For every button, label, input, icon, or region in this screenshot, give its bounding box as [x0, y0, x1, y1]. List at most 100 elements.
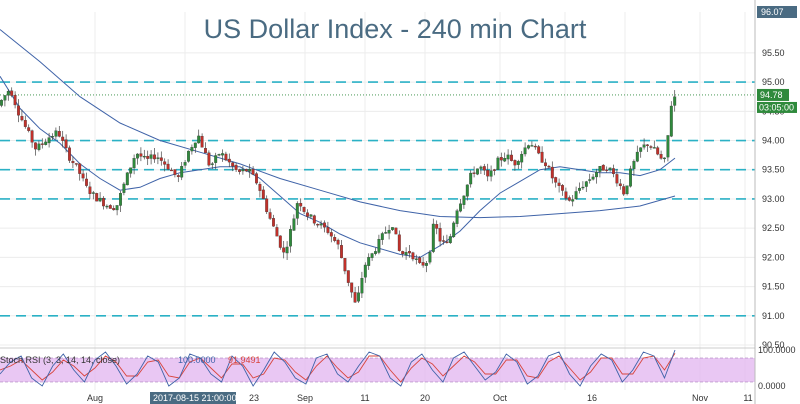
- candle-down: [353, 292, 357, 303]
- candle-down: [30, 130, 34, 143]
- candle-up: [516, 161, 520, 165]
- candle-up: [452, 222, 456, 237]
- candles: [0, 87, 677, 303]
- candle-down: [605, 169, 609, 171]
- candle-down: [238, 169, 241, 172]
- candle-down: [207, 152, 211, 166]
- candle-down: [255, 173, 258, 184]
- y-tick-label: 93.00: [762, 194, 785, 204]
- candle-down: [78, 163, 82, 174]
- candle-up: [598, 166, 602, 172]
- x-tick-label: 20: [420, 393, 430, 403]
- candle-down: [544, 162, 547, 167]
- oscillator-panel: Stoch RSI (3, 3, 14, 14, close) 100.0000 9…: [0, 345, 796, 391]
- candle-down: [442, 240, 445, 242]
- candle-down: [564, 191, 568, 199]
- candle-down: [329, 232, 333, 237]
- x-tick-label: 11: [743, 393, 752, 403]
- candle-up: [125, 172, 129, 186]
- candle-down: [163, 161, 167, 165]
- candle-up: [289, 229, 292, 247]
- candle-up: [404, 252, 408, 256]
- candle-down: [17, 105, 20, 116]
- candle-down: [408, 251, 411, 254]
- candle-down: [557, 182, 561, 186]
- candle-up: [214, 155, 218, 163]
- oscillator-d-value: 91.9491: [228, 355, 261, 365]
- candle-down: [88, 186, 92, 194]
- candle-up: [44, 141, 48, 145]
- candle-down: [231, 162, 235, 167]
- candle-up: [105, 205, 109, 208]
- oscillator-y-tick: 0.0000: [758, 381, 786, 391]
- candle-up: [357, 292, 360, 302]
- candle-up: [574, 191, 578, 200]
- candle-up: [462, 195, 466, 205]
- candle-up: [374, 251, 377, 254]
- candle-up: [584, 181, 588, 187]
- candle-up: [156, 157, 160, 159]
- candle-up: [625, 185, 629, 195]
- candle-up: [6, 91, 10, 96]
- candle-up: [319, 223, 323, 226]
- candle-down: [204, 148, 207, 154]
- candle-down: [312, 215, 316, 224]
- candle-up: [0, 99, 3, 106]
- candle-up: [459, 203, 462, 212]
- candle-down: [401, 251, 405, 255]
- candle-down: [13, 95, 17, 106]
- y-tick-label: 90.50: [762, 340, 785, 350]
- candle-down: [95, 193, 99, 202]
- candle-up: [217, 154, 221, 156]
- candle-up: [119, 193, 122, 206]
- candle-down: [394, 227, 398, 235]
- candle-down: [306, 212, 309, 217]
- axes: 95.5095.0094.5094.0093.5093.0092.5092.00…: [87, 0, 797, 404]
- candle-down: [421, 262, 425, 266]
- candle-down: [554, 177, 558, 183]
- candle-up: [360, 278, 364, 294]
- candle-up: [431, 223, 435, 252]
- candle-down: [550, 166, 554, 179]
- candle-down: [64, 139, 68, 149]
- candle-down: [513, 160, 517, 166]
- candle-up: [571, 199, 575, 202]
- top-price-badge: [757, 6, 797, 18]
- candle-up: [642, 144, 646, 148]
- candle-up: [248, 168, 252, 172]
- candle-down: [261, 189, 265, 199]
- candle-up: [608, 167, 612, 170]
- x-tick-label: Aug: [87, 393, 103, 403]
- candle-down: [411, 252, 415, 260]
- candle-up: [414, 258, 418, 260]
- candle-up: [285, 246, 289, 254]
- candle-up: [384, 232, 388, 234]
- candle-down: [618, 183, 622, 187]
- candle-up: [149, 154, 153, 159]
- candle-up: [595, 171, 598, 178]
- candle-down: [567, 197, 571, 201]
- candle-up: [37, 143, 41, 150]
- candle-up: [370, 253, 374, 258]
- candle-up: [479, 166, 483, 169]
- x-tick-label: Sep: [297, 393, 313, 403]
- candle-down: [57, 131, 61, 137]
- candle-up: [503, 158, 507, 162]
- x-crosshair-label: 2017-08-15 21:00:00: [153, 393, 237, 403]
- candle-down: [153, 154, 156, 160]
- candle-up: [496, 157, 500, 170]
- candle-up: [578, 187, 581, 191]
- oscillator-k-value: 100.0000: [178, 355, 216, 365]
- x-crosshair-badge: [150, 392, 236, 404]
- candle-up: [673, 96, 677, 106]
- candle-down: [540, 151, 544, 163]
- candle-up: [669, 105, 673, 137]
- candle-down: [159, 157, 163, 161]
- candle-up: [122, 183, 126, 193]
- candle-down: [486, 170, 490, 177]
- candle-down: [272, 218, 275, 227]
- candle-up: [639, 147, 643, 152]
- candle-down: [282, 247, 286, 253]
